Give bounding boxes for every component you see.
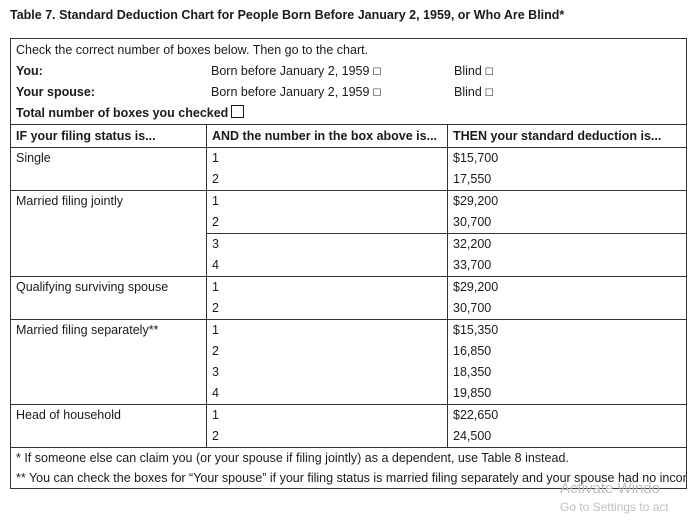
born-before-label: Born before January 2, 1959 xyxy=(211,64,370,78)
checkbox-icon[interactable]: ☐ xyxy=(484,88,494,99)
header-row: IF your filing status is... AND the numb… xyxy=(10,124,688,148)
box-number-cell: 4 xyxy=(206,255,448,277)
intro-row: Check the correct number of boxes below.… xyxy=(9,38,688,125)
box-number-cell: 2 xyxy=(206,298,448,320)
table-row: Qualifying surviving spouse 1 $29,200 xyxy=(10,276,688,320)
box-number-cell: 1 xyxy=(206,404,448,426)
windows-activation-watermark: Activate Windo Go to Settings to act xyxy=(560,480,669,516)
table-row: 3 32,200 xyxy=(11,233,688,255)
spouse-label: Your spouse: xyxy=(16,85,95,99)
born-before-label: Born before January 2, 1959 xyxy=(211,85,370,99)
deduction-amount-cell: 19,850 xyxy=(446,383,688,405)
spouse-born-before-option[interactable]: Born before January 2, 1959 ☐ xyxy=(211,82,381,104)
table-row: 4 33,700 xyxy=(11,255,688,277)
you-label: You: xyxy=(16,64,43,78)
box-number-cell: 4 xyxy=(206,383,448,405)
notes-cell: * If someone else can claim you (or your… xyxy=(9,447,688,489)
total-line: Total number of boxes you checked xyxy=(16,103,681,124)
filing-status-cell: Married filing separately** xyxy=(10,319,207,405)
blind-label: Blind xyxy=(454,85,482,99)
box-number-cell: 3 xyxy=(206,233,448,255)
table-row: Head of household 1 $22,650 xyxy=(10,404,688,448)
header-deduction: THEN your standard deduction is... xyxy=(446,124,688,148)
filing-status-cell: Qualifying surviving spouse xyxy=(10,276,207,320)
table-row: 3 18,350 xyxy=(11,362,688,383)
table-row: 2 24,500 xyxy=(11,426,688,448)
watermark-line-2: Go to Settings to act xyxy=(560,500,669,514)
total-boxes-label: Total number of boxes you checked xyxy=(16,103,245,123)
deduction-rows: Single 1 $15,700 2 17,550 Married filing join… xyxy=(10,147,688,448)
filing-status-cell: Head of household xyxy=(10,404,207,448)
checkbox-icon[interactable]: ☐ xyxy=(372,67,382,78)
deduction-amount-cell: $15,350 xyxy=(446,319,688,341)
table-row: 2 30,700 xyxy=(11,298,688,320)
instruction-text: Check the correct number of boxes below.… xyxy=(16,43,369,57)
header-box-number: AND the number in the box above is... xyxy=(206,124,448,148)
deduction-amount-cell: $29,200 xyxy=(446,190,688,212)
table-row: 2 30,700 xyxy=(11,212,688,234)
instruction-line: Check the correct number of boxes below.… xyxy=(16,40,681,61)
standard-deduction-table: Check the correct number of boxes below.… xyxy=(9,38,688,489)
checkbox-icon[interactable]: ☐ xyxy=(484,67,494,78)
you-line: You: Born before January 2, 1959 ☐ Blind ☐ xyxy=(16,61,681,82)
box-number-cell: 1 xyxy=(206,190,448,212)
watermark-line-1: Activate Windo xyxy=(560,480,661,497)
box-number-cell: 1 xyxy=(206,147,448,169)
box-number-cell: 1 xyxy=(206,319,448,341)
footnote-1: * If someone else can claim you (or your… xyxy=(16,451,569,465)
deduction-amount-cell: 24,500 xyxy=(446,426,688,448)
total-box-icon[interactable] xyxy=(231,105,245,118)
filing-status-cell: Single xyxy=(10,147,207,191)
deduction-amount-cell: 32,200 xyxy=(446,233,688,255)
table-row: Single 1 $15,700 xyxy=(10,147,688,191)
deduction-amount-cell: 33,700 xyxy=(446,255,688,277)
table-row: Married filing jointly 1 $29,200 xyxy=(10,190,688,277)
blind-label: Blind xyxy=(454,64,482,78)
table-row: 2 16,850 xyxy=(11,341,688,362)
box-number-cell: 2 xyxy=(206,169,448,191)
box-number-cell: 3 xyxy=(206,362,448,383)
box-number-cell: 2 xyxy=(206,212,448,234)
box-number-cell: 1 xyxy=(206,276,448,298)
deduction-amount-cell: $22,650 xyxy=(446,404,688,426)
deduction-amount-cell: 16,850 xyxy=(446,341,688,362)
header-filing-status: IF your filing status is... xyxy=(10,124,207,148)
deduction-amount-cell: 18,350 xyxy=(446,362,688,383)
checkbox-icon[interactable]: ☐ xyxy=(372,88,382,99)
table-title: Table 7. Standard Deduction Chart for Pe… xyxy=(10,8,565,22)
deduction-amount-cell: 30,700 xyxy=(446,212,688,234)
table-row: Married filing separately** 1 $15,350 xyxy=(10,319,688,405)
notes-row: * If someone else can claim you (or your… xyxy=(9,447,688,489)
spouse-line: Your spouse: Born before January 2, 1959… xyxy=(16,82,681,103)
table-row: 2 17,550 xyxy=(11,169,688,191)
deduction-amount-cell: $15,700 xyxy=(446,147,688,169)
you-blind-option[interactable]: Blind ☐ xyxy=(454,61,494,83)
deduction-amount-cell: $29,200 xyxy=(446,276,688,298)
intro-cell: Check the correct number of boxes below.… xyxy=(9,38,688,125)
box-number-cell: 2 xyxy=(206,341,448,362)
box-number-cell: 2 xyxy=(206,426,448,448)
you-born-before-option[interactable]: Born before January 2, 1959 ☐ xyxy=(211,61,381,83)
filing-status-cell: Married filing jointly xyxy=(10,190,207,277)
deduction-amount-cell: 30,700 xyxy=(446,298,688,320)
spouse-blind-option[interactable]: Blind ☐ xyxy=(454,82,494,104)
deduction-amount-cell: 17,550 xyxy=(446,169,688,191)
footnote-2: ** You can check the boxes for “Your spo… xyxy=(16,471,686,485)
